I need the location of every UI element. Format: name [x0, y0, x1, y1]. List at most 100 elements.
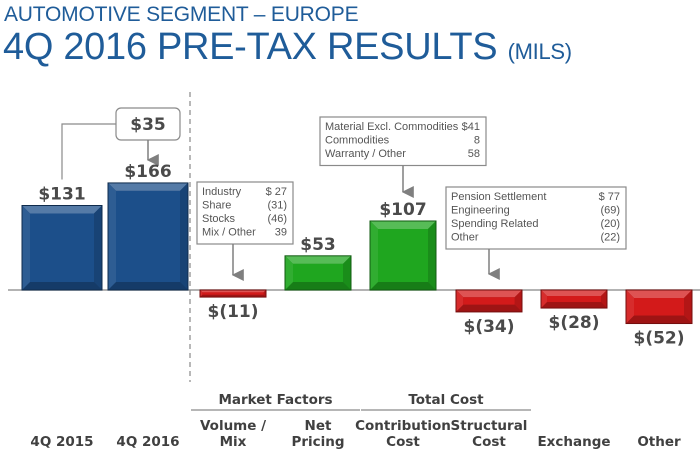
annotation-row-label: Spending Related	[451, 218, 538, 230]
bar-outline	[107, 182, 189, 291]
bar-structural-cost	[455, 289, 523, 313]
bar-exchange	[540, 289, 608, 309]
category-label: Exchange	[537, 434, 610, 450]
bar-bevel-top	[22, 205, 102, 214]
annotation-row-label: Warranty / Other	[325, 148, 406, 160]
group-label: Total Cost	[408, 392, 484, 408]
category-label: 4Q 2016	[116, 434, 179, 450]
page-title: 4Q 2016 PRE-TAX RESULTS (MILS)	[3, 26, 572, 69]
bar-outline	[199, 289, 267, 298]
category-label: Other	[637, 434, 681, 450]
annotation-row-value: (20)	[600, 218, 620, 230]
category-label: Mix	[220, 434, 247, 450]
bar-outline	[284, 255, 352, 291]
bar-bevel-top	[108, 182, 188, 191]
data-label: $(11)	[207, 302, 258, 322]
bar-4q-2016	[107, 182, 189, 291]
bar-bevel-right	[343, 255, 351, 290]
bar-bevel-left	[370, 220, 378, 290]
bar-face	[547, 296, 601, 303]
annotation-row-value: (31)	[267, 200, 287, 212]
annotation-row-label: Pension Settlement	[451, 191, 546, 203]
category-label: Contribution	[355, 418, 451, 434]
callout-connector	[61, 123, 116, 180]
category-label: Cost	[386, 434, 420, 450]
bar-bevel-right	[263, 290, 266, 298]
annotation-row-value: 8	[474, 135, 480, 147]
annotation-box: Pension Settlement $ 77 Engineering (69) Spe…	[445, 186, 627, 280]
bar-face	[463, 297, 515, 305]
annotation-row-value: $ 77	[599, 191, 620, 203]
bar-face	[116, 190, 180, 282]
data-label: $(52)	[633, 329, 684, 349]
data-label: $131	[38, 185, 85, 205]
bar-outline	[625, 289, 693, 325]
bar-face	[293, 263, 343, 282]
data-label: $(28)	[548, 313, 599, 333]
category-label: Structural	[451, 418, 528, 434]
bar-bevel-top	[370, 220, 436, 229]
annotation-row-label: Engineering	[451, 205, 510, 217]
annotation-row-label: Stocks	[202, 213, 236, 225]
bar-bevel-left	[626, 290, 634, 324]
annotation-row-value: $41	[462, 121, 480, 133]
bar-bevel-left	[285, 255, 293, 290]
annotation-row-label: Share	[202, 200, 231, 212]
category-label: Cost	[472, 434, 506, 450]
annotation-row-value: 58	[468, 148, 480, 160]
bar-outline	[21, 205, 103, 291]
page-subtitle: AUTOMOTIVE SEGMENT – EUROPE	[4, 3, 359, 26]
bar-bevel-left	[541, 290, 548, 309]
bar-contribution-cost	[369, 220, 437, 291]
bar-bevel-right	[684, 290, 692, 324]
data-label: $53	[300, 235, 336, 255]
bar-net-pricing	[284, 255, 352, 291]
annotation-box: Industry $ 27 Share (31) Stocks (46) Mix / Oth…	[196, 181, 294, 281]
bar-face	[30, 213, 94, 282]
bar-face	[634, 298, 684, 316]
annotation-row-value: 39	[275, 227, 287, 239]
annotation-row-value: $ 27	[266, 186, 287, 198]
bar-volume-mix	[199, 289, 267, 298]
bar-bevel-left	[22, 205, 30, 290]
group-label: Market Factors	[218, 392, 332, 408]
bar-outline	[369, 220, 437, 291]
bar-bevel-right	[94, 205, 102, 290]
data-label: $(34)	[463, 317, 514, 337]
bar-bevel-right	[600, 290, 607, 309]
bar-bevel-right	[428, 220, 436, 290]
bar-bevel-top	[541, 290, 607, 297]
bar-other	[625, 289, 693, 325]
bar-bevel-top	[285, 255, 351, 264]
data-label: $166	[124, 162, 171, 182]
annotation-row-value: (22)	[600, 232, 620, 244]
annotation-frame	[445, 186, 627, 250]
annotation-frame	[319, 116, 487, 167]
annotation-row-label: Commodities	[325, 135, 390, 147]
bar-bevel-left	[108, 182, 116, 290]
bar-bevel-right	[514, 290, 522, 312]
bar-outline	[540, 289, 608, 309]
bar-bevel-top	[200, 290, 266, 293]
annotation-frame	[196, 181, 294, 245]
annotation-row-label: Material Excl. Commodities	[325, 121, 459, 133]
annotation-box: Material Excl. Commodities $41 Commodities…	[319, 116, 487, 198]
bar-bevel-top	[626, 290, 692, 298]
category-label: 4Q 2015	[30, 434, 93, 450]
annotation-row-value: (46)	[267, 213, 287, 225]
change-callout-label: $35	[130, 115, 166, 135]
category-label: Volume /	[200, 418, 266, 434]
annotation-row-label: Mix / Other	[202, 227, 256, 239]
annotation-row-label: Industry	[202, 186, 242, 198]
bar-bevel-right	[180, 182, 188, 290]
bar-4q-2015	[21, 205, 103, 291]
bar-bevel-left	[200, 290, 203, 298]
title-text: 4Q 2016 PRE-TAX RESULTS	[3, 26, 498, 68]
category-label: Pricing	[291, 434, 344, 450]
bar-face	[378, 228, 428, 282]
annotation-row-label: Other	[451, 232, 479, 244]
bar-face	[202, 292, 264, 295]
bar-outline	[455, 289, 523, 313]
annotation-row-value: (69)	[600, 205, 620, 217]
